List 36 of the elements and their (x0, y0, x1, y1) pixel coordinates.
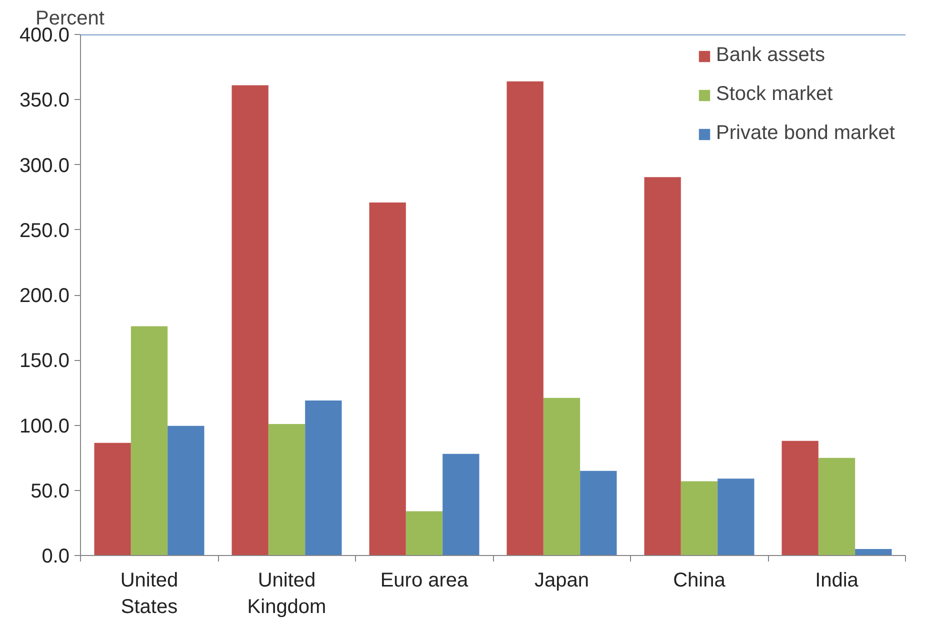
bar (506, 81, 544, 556)
y-tick-label: 200.0 (19, 285, 70, 307)
bar (680, 481, 718, 556)
bar (543, 398, 580, 556)
bar (406, 511, 443, 556)
y-tick-label: 250.0 (19, 220, 70, 242)
bar (644, 177, 681, 556)
bar (442, 454, 480, 556)
bar (782, 440, 818, 556)
bar (580, 470, 617, 556)
bar (94, 442, 131, 556)
y-tick-label: 0.0 (42, 546, 70, 568)
bar (268, 424, 306, 556)
bar (369, 202, 406, 556)
bar (718, 478, 754, 556)
bar (130, 326, 168, 556)
x-tick-label: United Kingdom (247, 570, 326, 618)
x-tick-label: India (815, 570, 860, 592)
y-tick-label: 50.0 (30, 480, 70, 502)
y-tick-label: 400.0 (19, 24, 70, 46)
y-tick-label: 350.0 (19, 90, 70, 112)
bar (305, 400, 342, 556)
x-tick-label: Japan (534, 570, 590, 592)
y-tick-label: 100.0 (19, 415, 70, 438)
bar (818, 458, 856, 556)
x-tick-label: United States (120, 570, 178, 618)
y-tick-label: 150.0 (19, 350, 70, 372)
bar (855, 548, 892, 556)
bar (232, 85, 268, 556)
x-tick-label: Euro area (380, 570, 470, 592)
legend-label: Bank assets (716, 44, 825, 67)
legend-label: Stock market (716, 83, 833, 106)
y-tick-label: 300.0 (19, 154, 70, 177)
x-tick-label: China (673, 570, 726, 592)
bar (168, 426, 204, 556)
legend-label: Private bond market (716, 122, 895, 145)
